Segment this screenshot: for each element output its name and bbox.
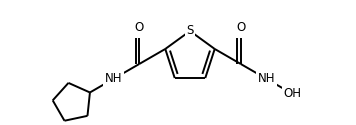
Text: NH: NH bbox=[105, 72, 122, 86]
Text: O: O bbox=[236, 22, 245, 35]
Text: O: O bbox=[135, 22, 144, 35]
Text: S: S bbox=[186, 24, 194, 38]
Text: NH: NH bbox=[258, 72, 276, 86]
Text: OH: OH bbox=[284, 88, 302, 101]
